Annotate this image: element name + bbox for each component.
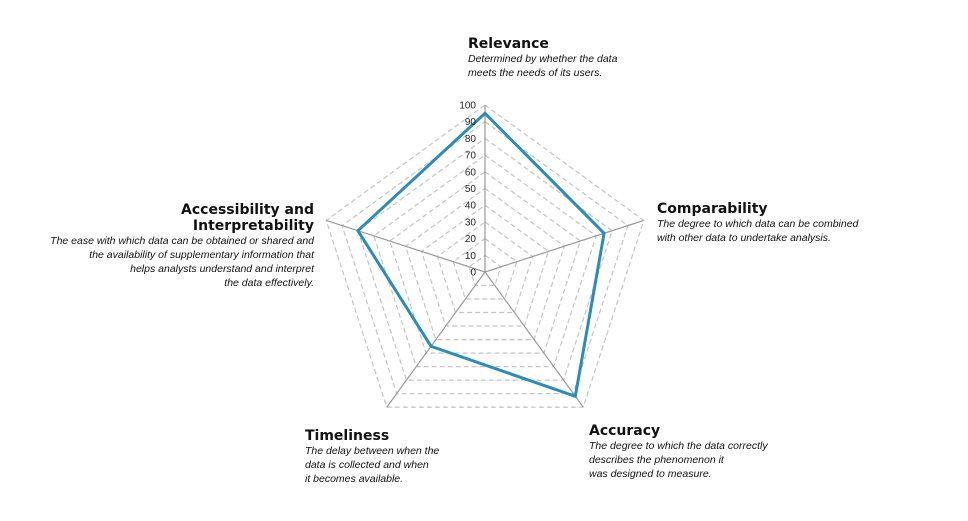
- radar-grid: [325, 104, 645, 408]
- axis-label-relevance: Relevance Determined by whether the data…: [468, 36, 617, 80]
- grid-ring: [468, 254, 502, 287]
- series-polygon: [355, 111, 606, 399]
- axis-title-accessibility-line: Accessibility and: [181, 202, 314, 218]
- axis-label-timeliness: Timeliness The delay between when the da…: [305, 428, 439, 486]
- axis-label-comparability: Comparability The degree to which data c…: [657, 201, 858, 245]
- axis-desc-line: The degree to which the data correctly: [589, 440, 768, 452]
- radial-tick-label: 60: [465, 167, 477, 178]
- grid-ring: [388, 171, 582, 354]
- radial-tick-labels: 0 10 20 30 40 50 60 70 80 90 100: [459, 101, 476, 279]
- radial-tick-label: 50: [465, 184, 477, 195]
- grid-ring: [325, 104, 645, 408]
- radial-tick-label: 30: [465, 217, 477, 228]
- radial-tick-label: 70: [465, 151, 477, 162]
- axis-desc-line: Determined by whether the data: [468, 53, 618, 65]
- axis-title-timeliness: Timeliness: [305, 428, 390, 444]
- axis-label-accessibility: Accessibility and Interpretability The e…: [30, 202, 314, 290]
- radial-tick-label: 10: [465, 251, 477, 262]
- axis-title-accuracy: Accuracy: [589, 423, 661, 439]
- radial-tick-label: 0: [470, 268, 476, 279]
- radar-spokes: [326, 105, 644, 408]
- grid-ring: [420, 204, 550, 327]
- axis-title-comparability: Comparability: [657, 201, 768, 217]
- axis-desc-line: data is collected and when: [305, 459, 429, 471]
- axis-desc-line: describes the phenomenon it: [589, 454, 724, 466]
- axis-spoke: [386, 271, 486, 408]
- axis-desc-line: the availability of supplementary inform…: [89, 249, 314, 261]
- radial-tick-label: 20: [465, 234, 477, 245]
- axis-desc-line: helps analysts understand and interpret: [130, 263, 314, 275]
- grid-ring: [341, 120, 629, 395]
- axis-desc-line: the data effectively.: [224, 277, 314, 289]
- grid-ring: [404, 187, 566, 341]
- axis-desc-line: was designed to measure.: [589, 468, 712, 480]
- radial-tick-label: 90: [465, 117, 477, 128]
- grid-ring: [373, 154, 597, 368]
- radar-series: [355, 111, 606, 399]
- grid-ring: [452, 237, 518, 300]
- grid-ring: [357, 137, 613, 381]
- radial-tick-label: 80: [465, 134, 477, 145]
- axis-desc-line: The ease with which data can be obtained…: [50, 235, 314, 247]
- axis-spoke: [326, 219, 486, 273]
- axis-spoke: [484, 271, 584, 408]
- axis-desc-line: with other data to undertake analysis.: [657, 232, 831, 244]
- axis-desc-line: it becomes available.: [305, 473, 404, 485]
- axis-desc-line: meets the needs of its users.: [468, 67, 603, 79]
- axis-label-accuracy: Accuracy The degree to which the data co…: [589, 423, 768, 481]
- axis-spoke: [484, 219, 644, 273]
- axis-title-relevance: Relevance: [468, 36, 549, 52]
- radial-tick-label: 40: [465, 201, 477, 212]
- axis-desc-line: The degree to which data can be combined: [657, 218, 859, 230]
- axis-desc-line: The delay between when the: [305, 445, 440, 457]
- radial-tick-label: 100: [459, 101, 476, 112]
- axis-title-accessibility-line: Interpretability: [192, 218, 314, 234]
- grid-ring: [436, 221, 534, 314]
